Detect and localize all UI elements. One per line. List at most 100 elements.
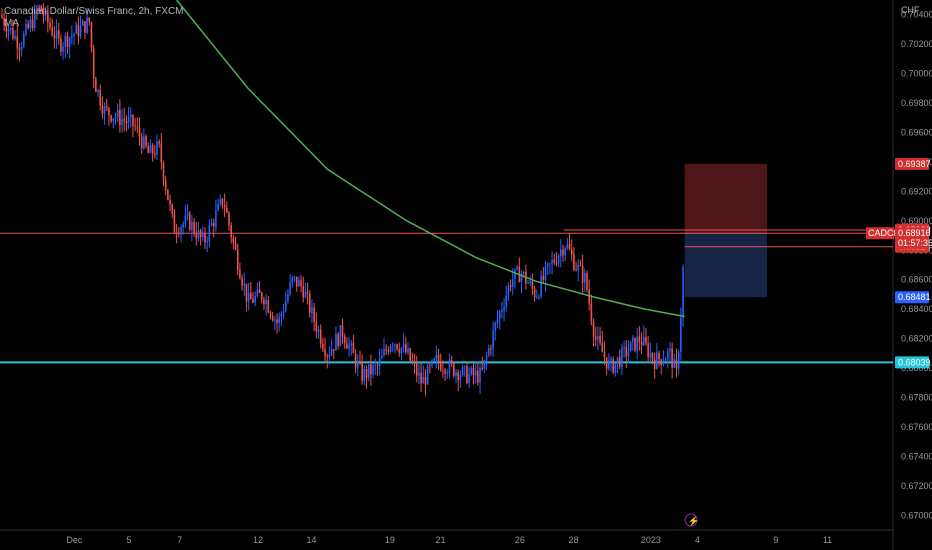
candle-body[interactable] bbox=[291, 276, 294, 283]
candle-body[interactable] bbox=[376, 365, 379, 367]
candle-body[interactable] bbox=[653, 359, 656, 370]
candle-body[interactable] bbox=[470, 367, 473, 375]
candle-body[interactable] bbox=[509, 285, 512, 287]
candle-body[interactable] bbox=[573, 254, 575, 270]
candle-body[interactable] bbox=[79, 25, 82, 37]
candle-body[interactable] bbox=[477, 370, 479, 383]
candle-body[interactable] bbox=[55, 30, 58, 39]
candle-body[interactable] bbox=[53, 35, 56, 39]
candle-body[interactable] bbox=[570, 249, 573, 255]
candle-body[interactable] bbox=[455, 372, 457, 376]
candle-body[interactable] bbox=[492, 330, 494, 349]
candle-body[interactable] bbox=[160, 143, 163, 163]
candle-body[interactable] bbox=[129, 114, 132, 118]
candle-body[interactable] bbox=[243, 283, 246, 286]
candle-body[interactable] bbox=[629, 341, 632, 352]
candle-body[interactable] bbox=[396, 344, 398, 350]
candle-body[interactable] bbox=[472, 367, 475, 376]
candle-body[interactable] bbox=[612, 359, 614, 373]
candle-body[interactable] bbox=[226, 207, 228, 213]
candle-body[interactable] bbox=[311, 307, 313, 314]
candle-body[interactable] bbox=[7, 28, 10, 32]
candle-body[interactable] bbox=[400, 347, 403, 354]
candle-body[interactable] bbox=[162, 162, 165, 181]
candle-body[interactable] bbox=[680, 317, 682, 353]
candle-body[interactable] bbox=[221, 198, 224, 206]
candle-body[interactable] bbox=[531, 281, 534, 289]
candle-body[interactable] bbox=[568, 244, 571, 250]
candle-body[interactable] bbox=[110, 115, 112, 122]
candle-body[interactable] bbox=[175, 232, 178, 234]
candle-body[interactable] bbox=[603, 352, 606, 358]
candle-body[interactable] bbox=[173, 213, 176, 233]
candle-body[interactable] bbox=[671, 348, 673, 368]
candle-body[interactable] bbox=[448, 359, 451, 373]
candle-body[interactable] bbox=[164, 180, 167, 190]
candle-body[interactable] bbox=[84, 21, 86, 33]
candle-body[interactable] bbox=[409, 348, 411, 361]
candle-body[interactable] bbox=[389, 345, 392, 352]
candle-body[interactable] bbox=[215, 210, 217, 227]
candle-body[interactable] bbox=[413, 361, 416, 364]
candle-body[interactable] bbox=[394, 344, 396, 346]
candle-body[interactable] bbox=[40, 5, 43, 12]
candle-body[interactable] bbox=[625, 347, 628, 357]
candle-body[interactable] bbox=[66, 35, 69, 47]
candle-body[interactable] bbox=[5, 25, 8, 32]
candle-body[interactable] bbox=[586, 273, 588, 290]
candle-body[interactable] bbox=[95, 78, 97, 93]
candle-body[interactable] bbox=[271, 315, 274, 321]
candle-body[interactable] bbox=[97, 89, 99, 93]
candle-body[interactable] bbox=[610, 359, 612, 361]
candle-body[interactable] bbox=[302, 285, 305, 298]
take-profit-zone[interactable] bbox=[684, 233, 767, 298]
candle-body[interactable] bbox=[533, 288, 536, 298]
candle-body[interactable] bbox=[363, 369, 366, 382]
candle-body[interactable] bbox=[590, 303, 593, 322]
candle-body[interactable] bbox=[542, 275, 545, 280]
candle-body[interactable] bbox=[75, 24, 78, 34]
candle-body[interactable] bbox=[186, 213, 189, 216]
candle-body[interactable] bbox=[230, 225, 232, 238]
candle-body[interactable] bbox=[553, 259, 556, 263]
candle-body[interactable] bbox=[265, 300, 267, 305]
candle-body[interactable] bbox=[158, 141, 160, 144]
candle-body[interactable] bbox=[125, 121, 128, 123]
candle-body[interactable] bbox=[298, 280, 300, 287]
candle-body[interactable] bbox=[123, 119, 126, 122]
candle-body[interactable] bbox=[223, 205, 226, 208]
candle-body[interactable] bbox=[638, 336, 641, 342]
candle-body[interactable] bbox=[287, 293, 289, 302]
candle-body[interactable] bbox=[324, 349, 326, 357]
candle-body[interactable] bbox=[415, 363, 418, 376]
candle-body[interactable] bbox=[662, 361, 665, 365]
candle-body[interactable] bbox=[562, 249, 564, 256]
candle-body[interactable] bbox=[457, 372, 460, 381]
candle-body[interactable] bbox=[116, 109, 119, 118]
candle-body[interactable] bbox=[73, 33, 75, 36]
candle-body[interactable] bbox=[527, 283, 529, 284]
candle-body[interactable] bbox=[511, 278, 514, 287]
candle-body[interactable] bbox=[614, 362, 617, 373]
candle-body[interactable] bbox=[99, 89, 102, 106]
candle-body[interactable] bbox=[666, 351, 669, 360]
candle-body[interactable] bbox=[68, 37, 71, 47]
candle-body[interactable] bbox=[212, 222, 215, 227]
candle-body[interactable] bbox=[616, 357, 619, 363]
candle-body[interactable] bbox=[516, 266, 518, 270]
candle-body[interactable] bbox=[29, 19, 32, 28]
candle-body[interactable] bbox=[546, 263, 549, 267]
candle-body[interactable] bbox=[601, 342, 604, 353]
candle-body[interactable] bbox=[188, 213, 191, 230]
candle-body[interactable] bbox=[280, 313, 283, 317]
candle-body[interactable] bbox=[282, 311, 285, 314]
candle-body[interactable] bbox=[234, 242, 237, 250]
candle-body[interactable] bbox=[3, 17, 5, 26]
candle-body[interactable] bbox=[204, 233, 206, 243]
candle-body[interactable] bbox=[90, 22, 93, 49]
candle-body[interactable] bbox=[682, 267, 684, 318]
candle-body[interactable] bbox=[304, 291, 307, 298]
candle-body[interactable] bbox=[594, 336, 597, 340]
candle-body[interactable] bbox=[276, 319, 278, 324]
candle-body[interactable] bbox=[658, 352, 660, 360]
